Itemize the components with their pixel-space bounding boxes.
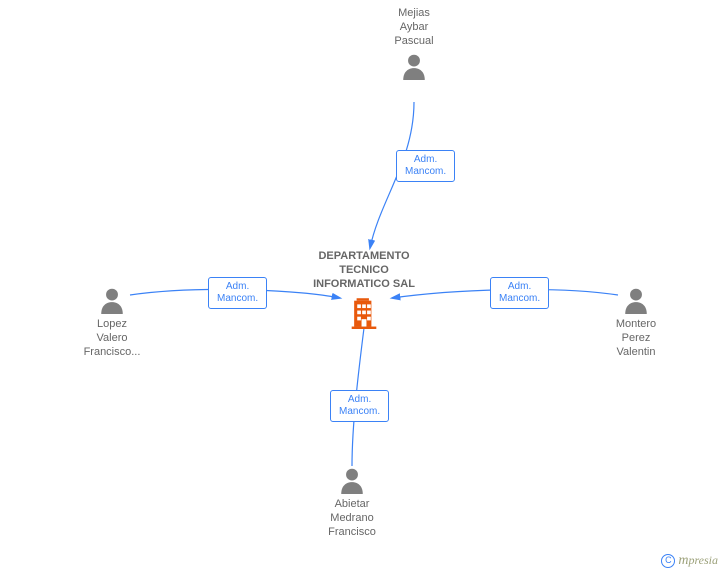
- person-icon: [586, 286, 686, 314]
- copyright-icon: C: [661, 554, 675, 568]
- watermark-text: mpresia: [678, 553, 718, 567]
- edge-label-left: Adm. Mancom.: [208, 277, 267, 309]
- person-label: Montero Perez Valentin: [586, 318, 686, 359]
- edge-label-right: Adm. Mancom.: [490, 277, 549, 309]
- center-company-node: DEPARTAMENTO TECNICO INFORMATICO SAL: [299, 250, 429, 329]
- watermark: Cmpresia: [661, 553, 718, 569]
- building-icon: [299, 297, 429, 329]
- person-label: Mejias Aybar Pascual: [364, 7, 464, 48]
- edge-label-top: Adm. Mancom.: [396, 150, 455, 182]
- person-label: Abietar Medrano Francisco: [302, 498, 402, 539]
- edge-label-bottom: Adm. Mancom.: [330, 390, 389, 422]
- person-node-bottom: Abietar Medrano Francisco: [302, 466, 402, 539]
- person-icon: [302, 466, 402, 494]
- person-icon: [62, 286, 162, 314]
- person-node-left: Lopez Valero Francisco...: [62, 286, 162, 359]
- person-icon: [364, 52, 464, 80]
- person-node-top: Mejias Aybar Pascual: [364, 7, 464, 80]
- diagram-canvas: DEPARTAMENTO TECNICO INFORMATICO SAL: [0, 0, 728, 575]
- center-company-title: DEPARTAMENTO TECNICO INFORMATICO SAL: [299, 250, 429, 291]
- person-label: Lopez Valero Francisco...: [62, 318, 162, 359]
- person-node-right: Montero Perez Valentin: [586, 286, 686, 359]
